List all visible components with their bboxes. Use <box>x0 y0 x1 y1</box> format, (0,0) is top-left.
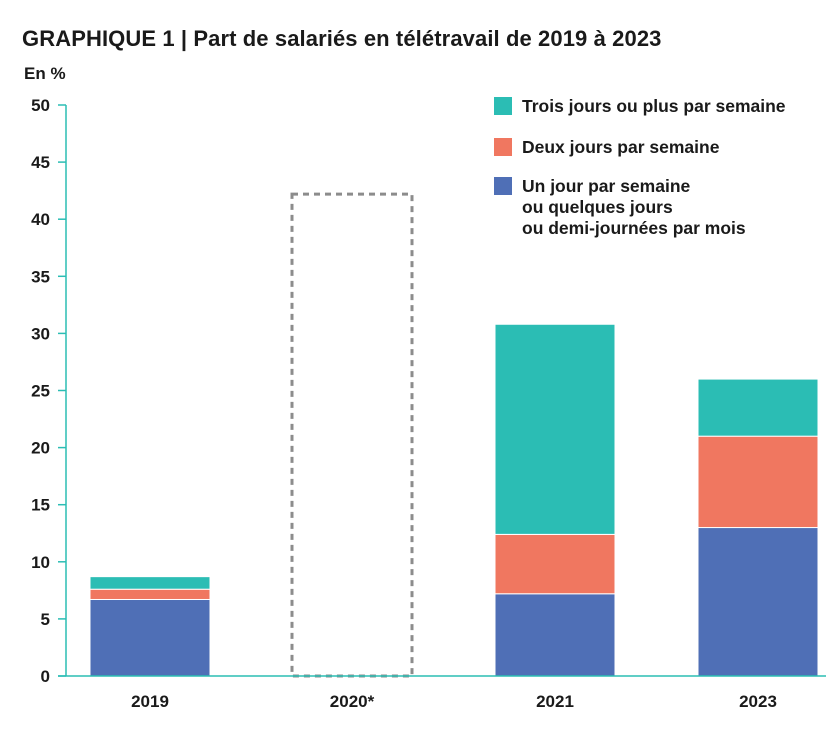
bar-segment-2023-series-1 <box>697 435 819 529</box>
y-tick-label-0: 0 <box>41 667 50 686</box>
y-tick-label-35: 35 <box>31 267 50 286</box>
legend-swatch-un-jour <box>494 177 512 195</box>
y-axis-unit-label: En % <box>24 64 66 83</box>
placeholder-bar-2020 <box>290 192 414 678</box>
legend-item-deux-jours: Deux jours par semaine <box>494 137 719 158</box>
legend-label-un-jour-line-3: ou demi-journées par mois <box>522 218 746 238</box>
x-tick-label-2023: 2023 <box>739 692 777 711</box>
legend-item-un-jour: Un jour par semaine ou quelques jours ou… <box>494 176 746 239</box>
y-tick-label-30: 30 <box>31 324 50 343</box>
y-tick-label-40: 40 <box>31 210 50 229</box>
bar-segment-2019-series-1 <box>89 588 211 600</box>
x-tick-label-2021: 2021 <box>536 692 574 711</box>
legend-swatch-deux-jours <box>494 138 512 156</box>
y-tick-label-5: 5 <box>41 610 50 629</box>
y-tick-label-50: 50 <box>31 96 50 115</box>
legend-label-deux-jours: Deux jours par semaine <box>522 137 720 157</box>
bar-segment-2023-series-0 <box>697 527 819 677</box>
x-tick-label-2019: 2019 <box>131 692 169 711</box>
y-tick-label-45: 45 <box>31 153 50 172</box>
legend-swatch-trois-jours <box>494 97 512 115</box>
legend-label-trois-jours: Trois jours ou plus par semaine <box>522 96 786 116</box>
x-tick-label-2020: 2020* <box>330 692 375 711</box>
chart-title: GRAPHIQUE 1 | Part de salariés en télétr… <box>22 26 662 51</box>
bar-segment-2021-series-1 <box>494 533 616 595</box>
legend-item-trois-jours: Trois jours ou plus par semaine <box>494 96 786 117</box>
bar-segment-2023-series-2 <box>697 378 819 437</box>
bar-segment-2021-series-0 <box>494 593 616 677</box>
y-tick-label-10: 10 <box>31 553 50 572</box>
y-tick-label-15: 15 <box>31 496 50 515</box>
legend-label-un-jour-line-1: Un jour par semaine <box>522 176 691 196</box>
bar-segment-2019-series-2 <box>89 576 211 590</box>
bar-segment-2021-series-2 <box>494 323 616 535</box>
y-tick-label-25: 25 <box>31 382 50 401</box>
bar-segment-2019-series-0 <box>89 598 211 677</box>
legend-label-un-jour: Un jour par semaine ou quelques jours ou… <box>522 176 746 239</box>
legend-label-un-jour-line-2: ou quelques jours <box>522 197 673 217</box>
y-tick-label-20: 20 <box>31 439 50 458</box>
